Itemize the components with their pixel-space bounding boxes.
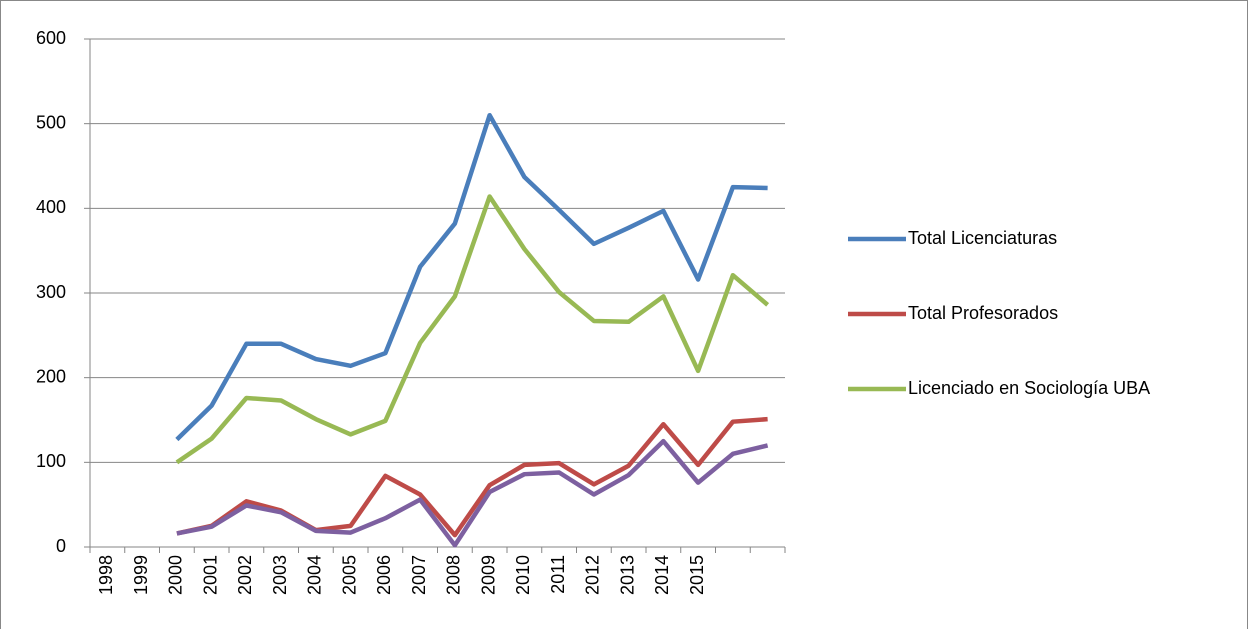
x-tick-label: 2009 (478, 555, 498, 595)
x-tick-label: 2006 (374, 555, 394, 595)
y-tick-label: 500 (36, 112, 66, 132)
legend-label: Licenciado en Sociología UBA (908, 378, 1150, 398)
x-tick-label: 1998 (96, 555, 116, 595)
series-line (176, 438, 769, 548)
y-tick-label: 300 (36, 282, 66, 302)
y-tick-label: 0 (56, 536, 66, 556)
x-tick-label: 2000 (166, 555, 186, 595)
x-tick-label: 2005 (339, 555, 359, 595)
legend-label: Total Licenciaturas (908, 228, 1057, 248)
x-tick-label: 2003 (270, 555, 290, 595)
x-tick-label: 2001 (200, 555, 220, 595)
x-tick-label: 2014 (652, 555, 672, 595)
x-tick-label: 2008 (444, 555, 464, 595)
x-tick-label: 2011 (548, 555, 568, 594)
x-tick-label: 1999 (131, 555, 151, 595)
series-line (175, 194, 770, 465)
x-tick-label: 2010 (513, 555, 533, 595)
series-line (175, 112, 768, 442)
y-tick-label: 100 (36, 451, 66, 471)
x-tick-label: 2002 (235, 555, 255, 595)
x-tick-label: 2007 (409, 555, 429, 595)
x-tick-label: 2012 (583, 555, 603, 595)
y-tick-label: 200 (36, 366, 66, 386)
legend-label: Total Profesorados (908, 303, 1058, 323)
y-tick-label: 600 (36, 28, 66, 48)
y-tick-label: 400 (36, 197, 66, 217)
x-tick-label: 2004 (305, 555, 325, 595)
x-tick-label: 2013 (617, 555, 637, 595)
x-tick-label: 2015 (687, 555, 707, 595)
